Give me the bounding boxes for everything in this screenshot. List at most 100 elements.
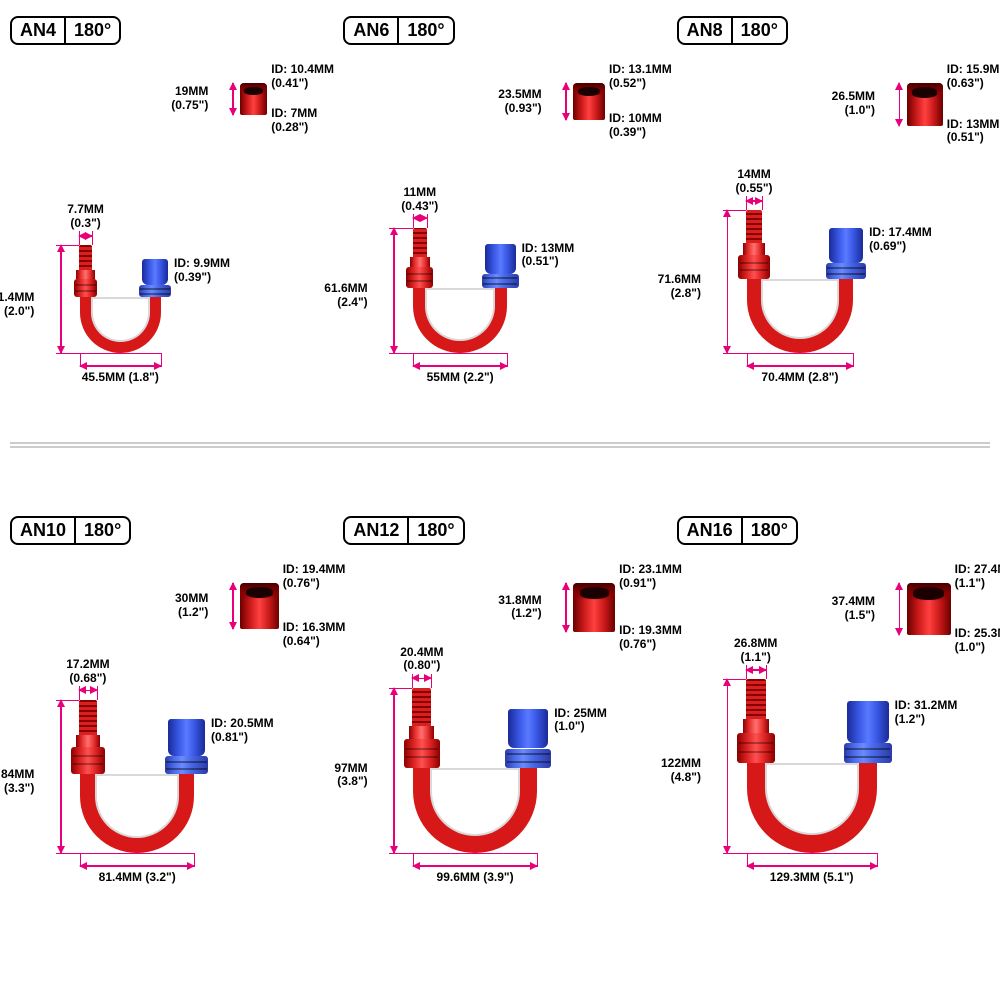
label-socket-height: 37.4MM(1.5") <box>832 595 875 623</box>
section-divider <box>10 442 990 448</box>
product-cell: AN16 180° 37.4MM(1.5") ID: 27.4MM (1.1")… <box>667 500 1000 1000</box>
left-threads <box>746 210 762 243</box>
label-height: 61.6MM(2.4") <box>324 282 367 310</box>
label-socket-height: 23.5MM(0.93") <box>498 88 541 116</box>
label-width: 99.6MM (3.9") <box>413 871 537 885</box>
blue-cap <box>485 244 515 274</box>
left-hex-nut <box>737 733 775 763</box>
product-title: AN16 180° <box>677 516 798 545</box>
label-cap-id: ID: 25MM (1.0") <box>554 707 607 735</box>
blue-cap <box>847 701 889 743</box>
diagram-stage: 31.8MM(1.2") ID: 23.1MM (0.91") ID: 19.3… <box>343 553 656 913</box>
u-bend <box>80 297 161 353</box>
socket-fitting <box>573 83 605 120</box>
dim-socket-height <box>565 583 567 632</box>
label-socket-top-id: ID: 13.1MM (0.52") <box>609 63 672 91</box>
left-stem <box>409 726 434 739</box>
socket-fitting <box>240 83 267 115</box>
label-socket-top-id: ID: 27.4MM (1.1") <box>955 563 1000 591</box>
dim-height <box>60 700 62 853</box>
dim-height <box>393 688 395 853</box>
u-bend <box>413 768 537 854</box>
label-cap-id: ID: 20.5MM (0.81") <box>211 717 274 745</box>
label-socket-bot-id: ID: 7MM (0.28") <box>271 107 317 135</box>
angle-deg: 180° <box>66 16 121 45</box>
left-stem <box>76 270 94 279</box>
product-grid: AN4 180° 19MM(0.75") ID: 10.4MM (0.41") … <box>0 0 1000 1000</box>
left-stem <box>743 243 765 254</box>
product-title: AN4 180° <box>10 16 121 45</box>
angle-deg: 180° <box>399 16 454 45</box>
dim-socket-height <box>899 583 901 635</box>
label-cap-id: ID: 13MM (0.51") <box>522 242 575 270</box>
product-cell: AN4 180° 19MM(0.75") ID: 10.4MM (0.41") … <box>0 0 333 500</box>
label-socket-height: 26.5MM(1.0") <box>832 90 875 118</box>
dim-height <box>393 228 395 353</box>
u-bend <box>747 279 854 353</box>
product-cell: AN10 180° 30MM(1.2") ID: 19.4MM (0.76") … <box>0 500 333 1000</box>
diagram-stage: 26.5MM(1.0") ID: 15.9MM (0.63") ID: 13MM… <box>677 53 990 413</box>
blue-cap <box>829 228 863 262</box>
socket-fitting <box>240 583 279 629</box>
dim-socket-height <box>232 83 234 115</box>
u-bend <box>80 774 194 853</box>
socket-fitting <box>907 83 943 126</box>
right-hex-nut <box>165 756 208 774</box>
left-threads <box>79 245 91 270</box>
label-socket-bot-id: ID: 10MM (0.39") <box>609 112 662 140</box>
right-hex-nut <box>505 749 551 768</box>
label-width: 81.4MM (3.2") <box>80 871 194 885</box>
diagram-stage: 30MM(1.2") ID: 19.4MM (0.76") ID: 16.3MM… <box>10 553 323 913</box>
dim-width <box>747 865 877 867</box>
u-bend <box>747 763 877 853</box>
label-socket-bot-id: ID: 25.3MM (1.0") <box>955 627 1000 655</box>
label-tip-width: 11MM(0.43") <box>390 186 450 214</box>
an-size: AN4 <box>10 16 66 45</box>
label-height: 51.4MM(2.0") <box>0 291 34 319</box>
angle-deg: 180° <box>76 516 131 545</box>
label-height: 122MM(4.8") <box>661 757 701 785</box>
dim-tip-width <box>79 690 97 692</box>
left-hex-nut <box>71 747 104 773</box>
socket-fitting <box>907 583 951 635</box>
left-threads <box>746 679 766 719</box>
diagram-stage: 37.4MM(1.5") ID: 27.4MM (1.1") ID: 25.3M… <box>677 553 990 913</box>
angle-deg: 180° <box>743 516 798 545</box>
socket-fitting <box>573 583 615 632</box>
an-size: AN8 <box>677 16 733 45</box>
left-stem <box>743 719 769 733</box>
dim-tip-width <box>412 678 431 680</box>
dim-tip-width <box>746 200 762 202</box>
label-height: 97MM(3.8") <box>334 762 367 790</box>
blue-cap <box>142 259 168 285</box>
label-width: 45.5MM (1.8") <box>80 371 161 385</box>
dim-width <box>80 365 161 367</box>
product-cell: AN12 180° 31.8MM(1.2") ID: 23.1MM (0.91"… <box>333 500 666 1000</box>
diagram-stage: 23.5MM(0.93") ID: 13.1MM (0.52") ID: 10M… <box>343 53 656 413</box>
left-stem <box>410 257 430 267</box>
label-socket-height: 30MM(1.2") <box>175 592 208 620</box>
label-tip-width: 20.4MM(0.80") <box>392 646 452 674</box>
product-cell: AN6 180° 23.5MM(0.93") ID: 13.1MM (0.52"… <box>333 0 666 500</box>
label-height: 71.6MM(2.8") <box>658 273 701 301</box>
right-hex-nut <box>139 285 171 297</box>
left-hex-nut <box>406 267 433 289</box>
left-hex-nut <box>738 255 769 280</box>
product-title: AN8 180° <box>677 16 788 45</box>
label-width: 55MM (2.2") <box>413 371 507 385</box>
left-threads <box>412 688 431 726</box>
left-threads <box>413 228 427 257</box>
product-title: AN12 180° <box>343 516 464 545</box>
label-socket-bot-id: ID: 13MM (0.51") <box>947 118 1000 146</box>
u-bend <box>413 288 507 353</box>
label-width: 70.4MM (2.8") <box>747 371 854 385</box>
an-size: AN12 <box>343 516 409 545</box>
label-socket-top-id: ID: 10.4MM (0.41") <box>271 63 334 91</box>
label-cap-id: ID: 9.9MM (0.39") <box>174 257 230 285</box>
product-title: AN10 180° <box>10 516 131 545</box>
angle-deg: 180° <box>733 16 788 45</box>
label-tip-width: 7.7MM(0.3") <box>56 203 116 231</box>
dim-width <box>413 365 507 367</box>
product-cell: AN8 180° 26.5MM(1.0") ID: 15.9MM (0.63")… <box>667 0 1000 500</box>
right-hex-nut <box>482 274 518 288</box>
